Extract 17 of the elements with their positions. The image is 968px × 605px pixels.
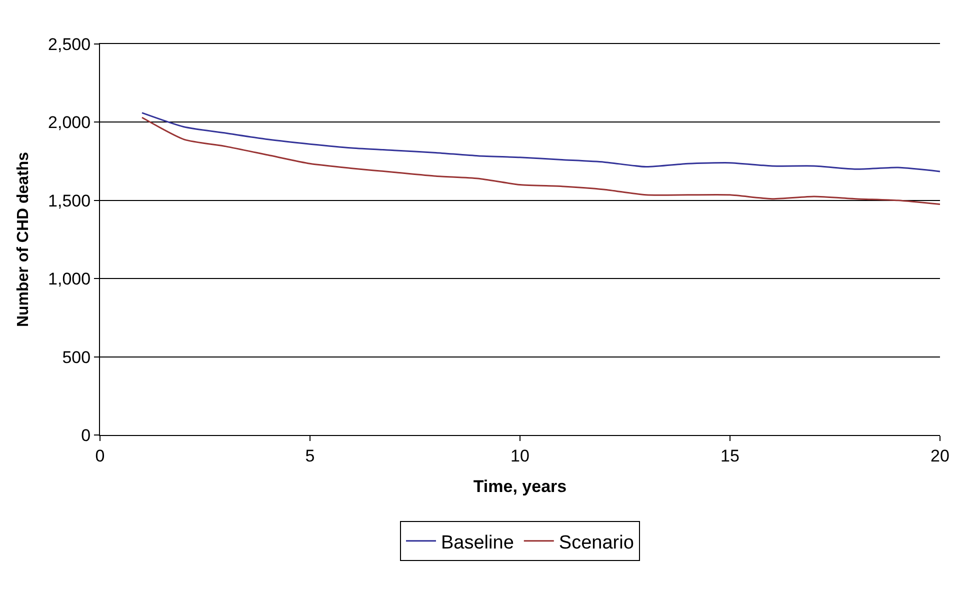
y-tick-label: 0: [81, 426, 91, 445]
y-tick-label: 2,500: [48, 34, 91, 54]
x-axis-title: Time, years: [473, 476, 567, 496]
x-tick-label: 0: [95, 446, 105, 466]
line-series: [141, 116, 940, 206]
x-tick-label: 5: [305, 446, 315, 466]
x-tick-label: 20: [930, 446, 950, 466]
legend-label: Baseline: [441, 532, 514, 554]
legend-label: Scenario: [558, 532, 634, 554]
y-axis-title: Number of CHD deaths: [14, 152, 32, 328]
line-series: [141, 112, 940, 172]
x-tick-label: 10: [510, 446, 530, 466]
x-tick-label: 15: [720, 446, 740, 466]
y-tick-label: 500: [62, 348, 91, 367]
y-tick-label: 1,500: [48, 191, 91, 210]
y-tick-label: 2,000: [48, 113, 91, 132]
y-tick-label: 1,000: [48, 270, 91, 289]
